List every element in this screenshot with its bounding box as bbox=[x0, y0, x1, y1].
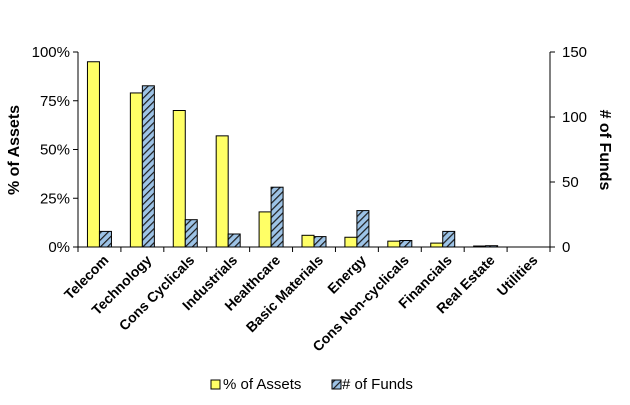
bar-num-funds bbox=[141, 85, 155, 248]
y-axis-title: % of Assets bbox=[6, 105, 23, 195]
bar-num-funds bbox=[356, 210, 370, 248]
bar-pct-assets bbox=[215, 135, 229, 248]
y2-tick-label: 50 bbox=[562, 174, 579, 191]
bar-num-funds bbox=[184, 219, 198, 248]
bar-pct-assets bbox=[387, 240, 401, 248]
bar-num-funds bbox=[270, 186, 284, 248]
x-tick-label: Basic Materials bbox=[243, 252, 327, 336]
bar-num-funds bbox=[313, 236, 327, 248]
bar-pct-assets bbox=[430, 242, 444, 248]
legend-swatch-num-funds bbox=[331, 379, 342, 390]
legend-swatch-pct-assets bbox=[210, 379, 221, 390]
x-tick-label: Utilities bbox=[494, 252, 541, 299]
legend-label-pct-assets: % of Assets bbox=[223, 376, 301, 393]
legend: % of Assets # of Funds bbox=[210, 376, 413, 393]
y2-axis-title: # of Funds bbox=[596, 110, 613, 191]
x-tick-label: Cons Cyclicals bbox=[116, 252, 198, 334]
bar-pct-assets bbox=[172, 110, 186, 248]
y-tick-label: 75% bbox=[40, 93, 70, 110]
y2-tick-label: 100 bbox=[562, 109, 587, 126]
bar-num-funds bbox=[485, 245, 499, 248]
bar-num-funds bbox=[399, 240, 413, 248]
y-tick-label: 0% bbox=[48, 239, 70, 256]
y-tick-label: 25% bbox=[40, 190, 70, 207]
plot-area: 0%25%50%75%100%050100150TelecomTechnolog… bbox=[32, 44, 587, 354]
y2-tick-label: 150 bbox=[562, 44, 587, 61]
bar-pct-assets bbox=[129, 92, 143, 248]
bar-pct-assets bbox=[473, 245, 487, 248]
y-tick-label: 100% bbox=[32, 44, 70, 61]
bar-pct-assets bbox=[301, 234, 315, 248]
y2-tick-label: 0 bbox=[562, 239, 570, 256]
bar-num-funds bbox=[98, 230, 112, 248]
bar-pct-assets bbox=[344, 236, 358, 248]
bar-num-funds bbox=[442, 230, 456, 248]
y-tick-label: 50% bbox=[40, 142, 70, 159]
bar-pct-assets bbox=[258, 211, 272, 248]
bar-pct-assets bbox=[86, 61, 100, 248]
legend-label-num-funds: # of Funds bbox=[342, 376, 413, 393]
bar-num-funds bbox=[227, 233, 241, 248]
